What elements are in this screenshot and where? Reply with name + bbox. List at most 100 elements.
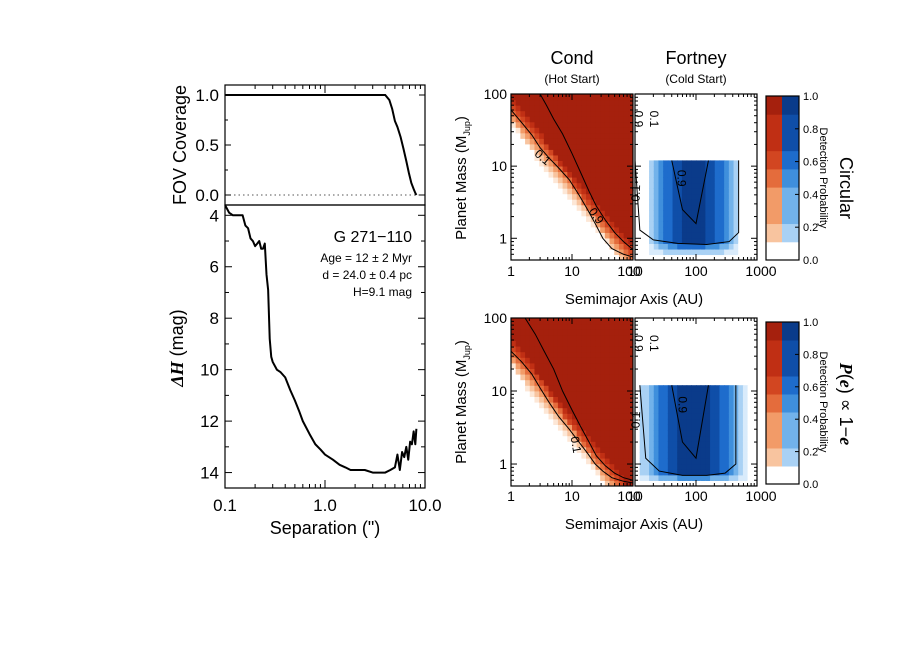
heatmap-cell (604, 458, 611, 465)
heatmap-cell (658, 210, 664, 217)
heatmap-cell (604, 171, 611, 178)
heatmap-cell (595, 323, 601, 330)
heatmap-cell (747, 237, 753, 244)
heatmap-cell (623, 368, 629, 375)
heatmap-cell (719, 237, 725, 244)
heatmap-cell (724, 402, 730, 409)
heatmap-cell (515, 188, 521, 195)
heatmap-cell (710, 402, 716, 409)
heatmap-cell (525, 160, 531, 167)
heatmap-cell (529, 160, 536, 167)
heatmap-cell (576, 105, 582, 112)
heatmap-cell (609, 154, 615, 161)
heatmap-cell (623, 458, 629, 465)
heatmap-cell (691, 469, 697, 476)
heatmap-cell (618, 441, 625, 448)
heatmap-cell (534, 254, 540, 260)
heatmap-cell (681, 413, 688, 420)
heatmap-cell (609, 99, 615, 106)
heatmap-cell (511, 243, 517, 250)
heatmap-cell (623, 323, 629, 330)
heatmap-cell (595, 351, 601, 358)
heatmap-cell (667, 452, 674, 459)
heatmap-cell (595, 474, 601, 481)
heatmap-cell (710, 254, 716, 260)
heatmap-cell (714, 385, 721, 392)
heatmap-cell (562, 116, 568, 123)
colorbar-cell (766, 466, 782, 485)
heatmap-cell (553, 452, 559, 459)
heatmap-cell (576, 138, 582, 145)
heatmap-cell (511, 441, 517, 448)
heatmap-cell (677, 402, 683, 409)
heatmap-cell (515, 221, 521, 228)
heatmap-cell (511, 99, 517, 106)
heatmap-cell (548, 351, 554, 358)
heatmap-cell (600, 149, 606, 156)
heatmap-xtick-label: 10 (627, 263, 643, 279)
heatmap-cell (705, 215, 711, 222)
heatmap-cell (539, 452, 545, 459)
heatmap-cell (525, 248, 531, 256)
heatmap-cell (719, 413, 725, 420)
heatmap-cell (733, 474, 739, 481)
heatmap-cell (553, 138, 559, 145)
heatmap-cell (515, 243, 521, 250)
heatmap-cell (539, 149, 545, 156)
heatmap-cell (628, 210, 633, 217)
heatmap-cell (649, 215, 655, 222)
heatmap-cell (628, 248, 633, 256)
heatmap-cell (663, 160, 669, 167)
heatmap-cell (525, 193, 531, 200)
heatmap-cell (581, 210, 587, 217)
heatmap-cell (543, 160, 550, 167)
heatmap-cell (525, 165, 531, 173)
heatmap-cell (515, 226, 521, 233)
heatmap-cell (590, 424, 597, 431)
heatmap-cell (686, 193, 692, 200)
heatmap-cell (586, 143, 592, 150)
heatmap-cell (696, 221, 702, 228)
heatmap-cell (691, 204, 697, 211)
heatmap-cell (515, 193, 521, 200)
heatmap-cell (539, 390, 545, 397)
heatmap-cell (604, 362, 611, 369)
heatmap-cell (529, 188, 536, 195)
colorbar-cell (782, 430, 799, 449)
heatmap-cell (618, 121, 625, 128)
heatmap-cell (529, 127, 536, 134)
heatmap-cell (525, 99, 531, 106)
heatmap-cell (567, 105, 573, 112)
heatmap-cell (581, 105, 587, 112)
heatmap-cell (700, 463, 706, 470)
heatmap-cell (719, 385, 725, 392)
heatmap-cell (623, 221, 629, 228)
heatmap-cell (752, 441, 757, 448)
heatmap-cell (572, 362, 578, 369)
heatmap-cell (681, 177, 688, 184)
heatmap-cell (562, 458, 568, 465)
heatmap-cell (738, 463, 744, 470)
heatmap-cell (658, 177, 664, 184)
heatmap-cell (719, 418, 725, 425)
heatmap-cell (581, 226, 587, 233)
heatmap-cell (653, 480, 660, 486)
heatmap-cell (672, 469, 678, 476)
heatmap-cell (628, 215, 633, 222)
heatmap-cell (572, 329, 578, 336)
heatmap-cell (710, 458, 716, 465)
colorbar-tick-label: 1.0 (803, 91, 818, 103)
colorbar-cell (766, 358, 782, 377)
heatmap-cell (581, 254, 587, 260)
heatmap-cell (525, 379, 531, 386)
heatmap-cell (747, 441, 753, 448)
heatmap-cell (590, 390, 597, 397)
heatmap-cell (553, 385, 559, 392)
heatmap-cell (534, 424, 540, 431)
heatmap-cell (742, 435, 749, 442)
heatmap-cell (658, 232, 664, 239)
heatmap-cell (618, 177, 625, 184)
colorbar-cell (766, 205, 782, 225)
heatmap-cell (581, 368, 587, 375)
